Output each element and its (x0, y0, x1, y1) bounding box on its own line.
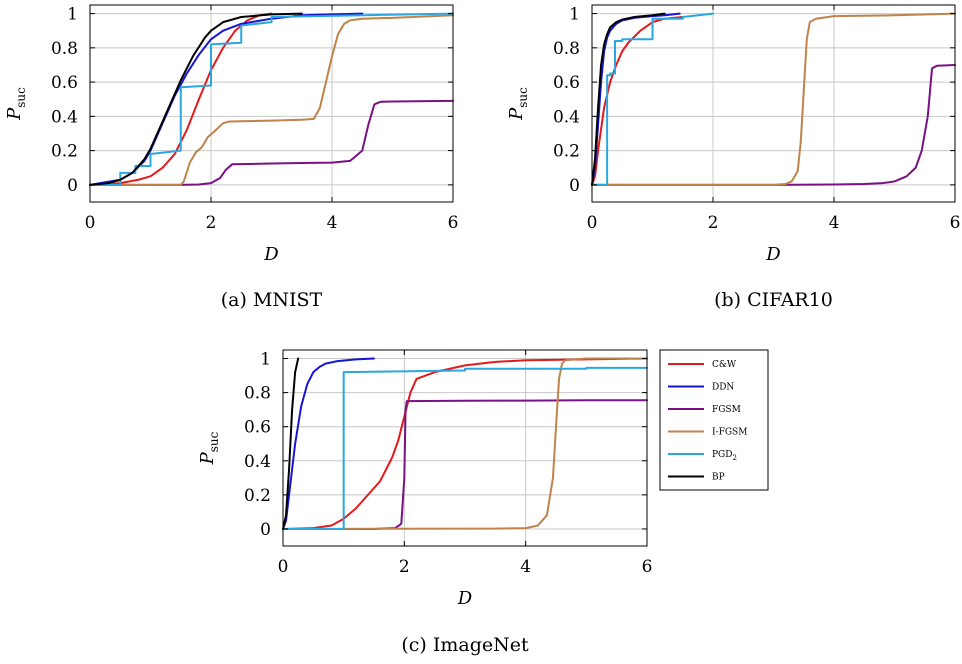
y-tick-label: 0.6 (244, 418, 271, 438)
y-axis-label-main: P (4, 107, 25, 121)
y-tick-label: 1 (67, 5, 78, 25)
series-line-i-fgsm (591, 12, 956, 186)
x-tick-label: 0 (278, 557, 289, 577)
y-tick-label: 1 (260, 350, 271, 370)
x-axis-label: D (263, 244, 279, 265)
y-axis-label: Psuc (4, 87, 28, 121)
x-tick-label: 0 (85, 213, 96, 233)
y-tick-label: 0.8 (51, 39, 78, 59)
y-axis-label: Psuc (197, 431, 221, 465)
y-tick-label: 0.4 (553, 107, 580, 127)
legend: C&W DDN FGSM I-FGSM PGD2 BP (659, 349, 769, 491)
axes-frame (282, 349, 648, 547)
x-tick-label: 4 (829, 213, 840, 233)
x-tick-label: 4 (327, 213, 338, 233)
series-line-c-w (282, 357, 648, 530)
y-axis-label: Psuc (506, 87, 530, 121)
series-line-bp (591, 12, 666, 186)
series-line-i-fgsm (282, 357, 648, 530)
y-axis-label-main: P (506, 107, 527, 121)
y-tick-label: 0.6 (51, 73, 78, 93)
legend-label-i-fgsm: I-FGSM (712, 428, 747, 438)
panel-cifar10: 0 2 4 6 0 0.2 0.4 0.6 0.8 1 D Psuc (b) CIFAR10 (506, 4, 961, 311)
y-axis-label-main: P (197, 451, 218, 465)
x-tick-label: 6 (642, 557, 653, 577)
series-line-ddn (282, 357, 375, 530)
legend-label-fgsm: FGSM (712, 405, 741, 415)
y-axis-label-subscript: suc (14, 87, 28, 108)
series-line-c-w (89, 12, 273, 186)
series-line-pgd2 (591, 12, 714, 186)
x-tick-label: 2 (399, 557, 410, 577)
x-axis-label: D (765, 244, 781, 265)
legend-label-text: DDN (712, 383, 734, 393)
legend-label-bp: BP (712, 473, 725, 483)
y-tick-label: 0 (260, 520, 271, 540)
y-tick-label: 0 (67, 176, 78, 196)
series-line-fgsm (89, 99, 454, 186)
x-tick-label: 4 (520, 557, 531, 577)
y-tick-label: 0.4 (244, 452, 271, 472)
y-tick-label: 0.2 (51, 142, 78, 162)
x-tick-label: 0 (587, 213, 598, 233)
y-tick-label: 1 (569, 5, 580, 25)
panel-caption: (a) MNIST (221, 289, 323, 311)
y-tick-label: 0 (569, 176, 580, 196)
axes-frame (591, 4, 956, 203)
legend-label-pgd: PGD2 (712, 450, 737, 462)
panel-caption: (b) CIFAR10 (714, 289, 833, 311)
x-tick-label: 6 (448, 213, 459, 233)
legend-label-text: I-FGSM (712, 428, 747, 438)
series-line-i-fgsm (89, 14, 454, 186)
series-line-bp (89, 12, 303, 186)
legend-label-subscript: 2 (732, 454, 736, 462)
legend-label-c-w: C&W (712, 360, 737, 370)
series-line-bp (282, 357, 300, 530)
y-tick-label: 0.2 (244, 486, 271, 506)
series-line-pgd2 (89, 12, 454, 186)
legend-label-text: C&W (712, 360, 737, 370)
series-line-fgsm (591, 63, 956, 186)
y-tick-label: 0.8 (553, 39, 580, 59)
legend-label-text: PGD (712, 450, 732, 460)
legend-label-ddn: DDN (712, 383, 734, 393)
x-tick-label: 2 (708, 213, 719, 233)
legend-label-text: BP (712, 473, 725, 483)
axes-frame (89, 4, 454, 203)
series-line-fgsm (282, 399, 648, 530)
y-tick-label: 0.8 (244, 384, 271, 404)
x-tick-label: 2 (206, 213, 217, 233)
y-tick-label: 0.4 (51, 107, 78, 127)
y-tick-label: 0.2 (553, 142, 580, 162)
panel-imagenet: 0 2 4 6 0 0.2 0.4 0.6 0.8 1 D Psuc (c) ImageNet (197, 349, 653, 656)
y-axis-label-subscript: suc (516, 87, 530, 108)
series-line-pgd2 (282, 366, 648, 530)
series-line-c-w (591, 15, 684, 186)
legend-label-text: FGSM (712, 405, 741, 415)
panel-caption: (c) ImageNet (401, 634, 529, 656)
y-tick-label: 0.6 (553, 73, 580, 93)
panel-mnist: 0 2 4 6 0 0.2 0.4 0.6 0.8 1 D Psuc (a) MNIST (4, 4, 459, 311)
x-tick-label: 6 (950, 213, 961, 233)
y-axis-label-subscript: suc (207, 431, 221, 452)
x-axis-label: D (457, 588, 473, 609)
legend-box (659, 349, 769, 491)
